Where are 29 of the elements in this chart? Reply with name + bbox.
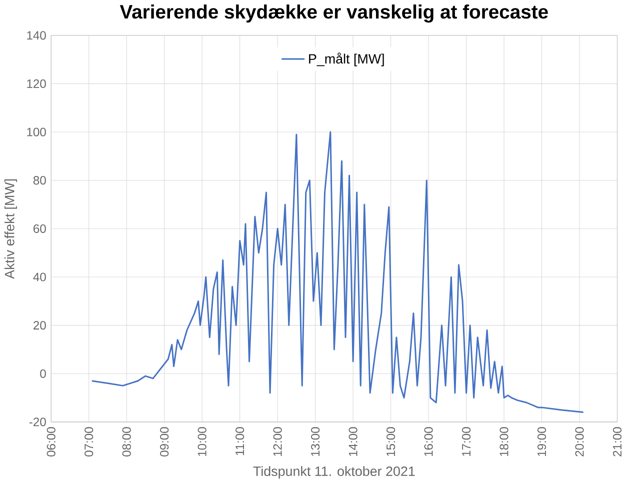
y-tick-label: 60 <box>34 224 46 233</box>
y-tick-label: 40 <box>33 272 46 282</box>
x-axis-title: Tidspunkt 11. oktober 2021 <box>253 466 415 479</box>
y-tick-label: 120 <box>27 79 46 88</box>
y-tick-label: 80 <box>33 176 46 185</box>
x-tick-label: 08:00 <box>122 427 131 456</box>
x-tick-label: 20:00 <box>575 427 584 456</box>
x-tick-label: 14:00 <box>348 427 358 456</box>
x-tick-label: 06:00 <box>46 427 56 456</box>
y-tick-label: -20 <box>29 418 46 426</box>
x-tick-label: 17:00 <box>462 427 471 456</box>
chart-title: Varierende skydække er vanskelig at forecaste <box>120 4 548 23</box>
y-tick-label: 20 <box>34 320 46 330</box>
y-tick-label: 100 <box>27 128 46 136</box>
y-tick-label: 0 <box>40 369 46 378</box>
x-tick-label: 11:00 <box>236 427 244 456</box>
x-tick-label: 19:00 <box>537 427 546 456</box>
x-tick-label: 09:00 <box>160 427 169 456</box>
x-tick-label: 16:00 <box>424 427 433 456</box>
legend-label: P_målt [MW] <box>309 52 384 66</box>
x-tick-label: 13:00 <box>311 427 320 456</box>
x-tick-label: 21:00 <box>612 427 622 456</box>
x-tick-label: 12:00 <box>273 427 282 456</box>
x-tick-label: 15:00 <box>386 427 396 456</box>
y-tick-label: 140 <box>27 31 46 40</box>
x-tick-label: 18:00 <box>500 427 508 456</box>
y-axis-title: Aktiv effekt [MW] <box>4 179 17 279</box>
x-tick-label: 07:00 <box>84 427 94 456</box>
x-tick-label: 10:00 <box>198 427 206 456</box>
